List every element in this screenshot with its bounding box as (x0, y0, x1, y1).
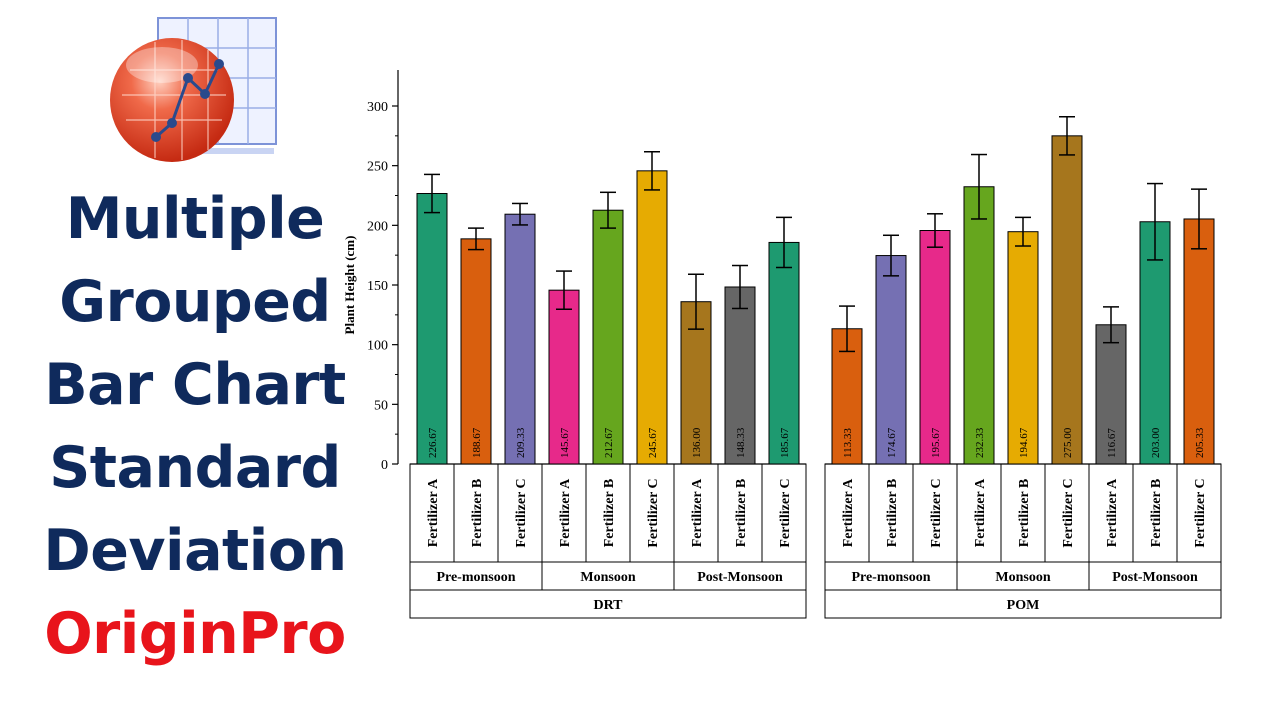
data-label: 203.00 (1150, 427, 1162, 458)
data-label: 226.67 (427, 427, 439, 458)
data-label: 245.67 (647, 427, 659, 458)
data-label: 194.67 (1018, 427, 1030, 458)
group-cell (824, 589, 1222, 619)
bar (875, 255, 907, 465)
data-label: 136.00 (691, 427, 703, 458)
y-tick-label: 50 (374, 398, 388, 413)
bar (963, 186, 995, 465)
subgroup-label: Monsoon (995, 570, 1050, 585)
x-tick-label: Fertilizer B (470, 479, 485, 548)
x-tick-label: Fertilizer B (1149, 479, 1164, 548)
y-axis-label: Plant Height (cm) (342, 236, 357, 335)
bar (636, 170, 668, 465)
title-line-4: Standard (49, 435, 341, 501)
y-tick-label: 250 (367, 160, 388, 175)
bar (1095, 324, 1127, 465)
data-label: 116.67 (1106, 428, 1118, 458)
data-label: 145.67 (559, 427, 571, 458)
bar (416, 193, 448, 465)
title-line-5: Deviation (43, 518, 347, 584)
data-label: 209.33 (515, 427, 527, 458)
x-tick-label: Fertilizer B (734, 479, 749, 548)
data-label: 113.33 (842, 428, 854, 458)
grouped-bar-chart: 0 50 100 150 200 250 300 Plant Height (cm) 226.6… (342, 70, 1222, 619)
title-line-3: Bar Chart (44, 352, 346, 418)
data-label: 212.67 (603, 427, 615, 458)
data-label: 188.67 (471, 427, 483, 458)
y-tick-label: 300 (367, 100, 388, 115)
bar (1183, 218, 1215, 465)
origin-chart-logo-icon (110, 17, 277, 162)
y-tick-label: 100 (367, 339, 388, 354)
y-tick-label: 200 (367, 219, 388, 234)
x-tick-label: Fertilizer A (690, 478, 705, 547)
y-tick-label: 0 (381, 458, 388, 473)
group-cell (409, 589, 807, 619)
x-tick-label: Fertilizer A (426, 478, 441, 547)
x-tick-label: Fertilizer A (841, 478, 856, 547)
data-label: 195.67 (930, 427, 942, 458)
bar (1051, 135, 1083, 465)
bar (724, 286, 756, 465)
x-tick-label: Fertilizer B (885, 479, 900, 548)
subgroup-label: Monsoon (580, 570, 635, 585)
bar (460, 238, 492, 465)
subgroup-label: Pre-monsoon (436, 570, 515, 585)
group-label: DRT (593, 598, 623, 613)
x-tick-label: Fertilizer A (1105, 478, 1120, 547)
y-tick-label: 150 (367, 279, 388, 294)
data-label: 185.67 (779, 427, 791, 458)
brand-title: OriginPro (44, 601, 346, 667)
title-line-2: Grouped (59, 269, 331, 335)
x-tick-label: Fertilizer C (1061, 478, 1076, 547)
x-tick-label: Fertilizer C (929, 478, 944, 547)
x-tick-label: Fertilizer C (1193, 478, 1208, 547)
video-title: Multiple Grouped Bar Chart Standard Devi… (30, 178, 360, 676)
bar (592, 209, 624, 465)
x-tick-label: Fertilizer A (558, 478, 573, 547)
x-tick-label: Fertilizer B (1017, 479, 1032, 548)
subgroup-label: Post-Monsoon (1112, 570, 1198, 585)
data-label: 148.33 (735, 427, 747, 458)
x-tick-label: Fertilizer B (602, 479, 617, 548)
x-tick-label: Fertilizer A (973, 478, 988, 547)
x-tick-label: Fertilizer C (514, 478, 529, 547)
x-tick-label: Fertilizer C (646, 478, 661, 547)
data-label: 275.00 (1062, 427, 1074, 458)
subgroup-label: Pre-monsoon (851, 570, 930, 585)
data-label: 174.67 (886, 427, 898, 458)
x-tick-label: Fertilizer C (778, 478, 793, 547)
data-label: 205.33 (1194, 427, 1206, 458)
bar (504, 213, 536, 465)
data-label: 232.33 (974, 427, 986, 458)
title-line-1: Multiple (65, 186, 325, 252)
subgroup-label: Post-Monsoon (697, 570, 783, 585)
group-label: POM (1007, 598, 1040, 613)
